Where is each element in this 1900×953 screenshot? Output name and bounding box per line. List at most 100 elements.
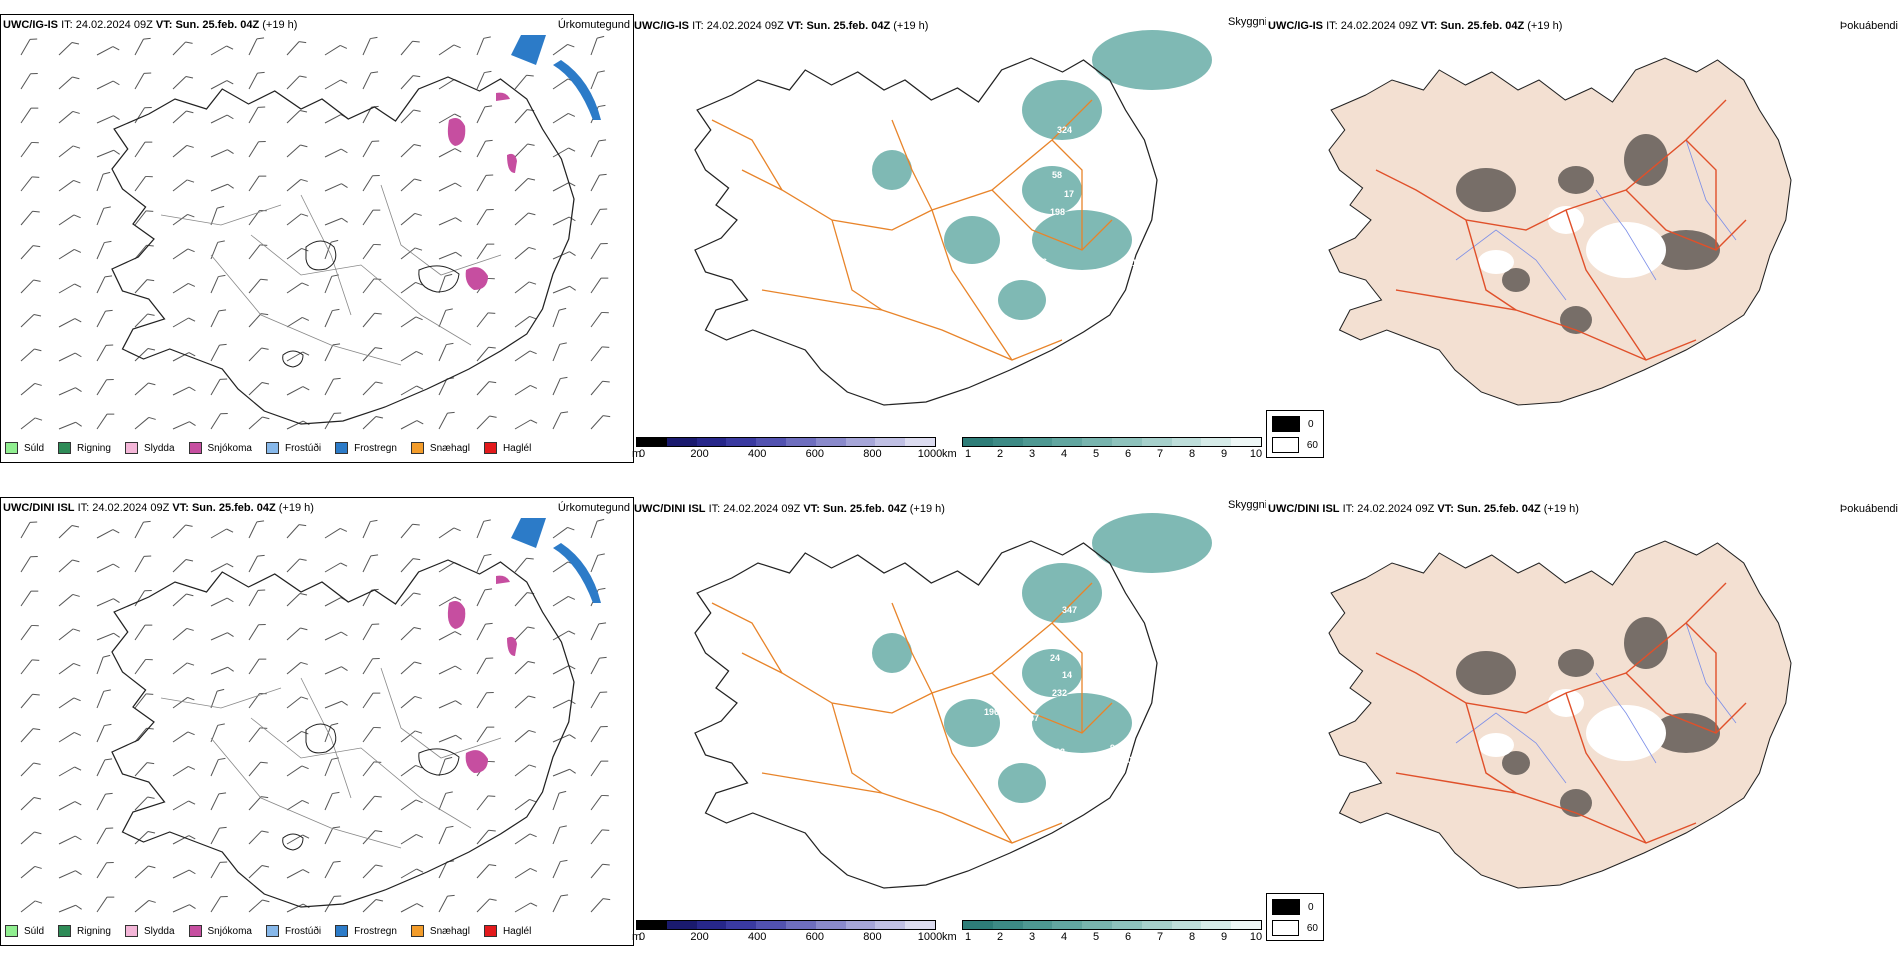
- wind-barb: [210, 80, 234, 90]
- scale-tick: 4: [1060, 931, 1068, 943]
- wind-barb: [286, 75, 307, 90]
- vt-label: VT:: [803, 503, 820, 515]
- wind-barb: [58, 179, 81, 192]
- scale-tick: 3: [1028, 931, 1036, 943]
- wind-barb: [96, 792, 113, 811]
- glacier-area: [1548, 206, 1584, 234]
- wind-barb: [286, 247, 309, 260]
- wind-barb: [362, 519, 378, 539]
- wind-barb: [438, 273, 453, 294]
- wind-barb: [248, 554, 265, 573]
- scale-swatch: [637, 438, 667, 446]
- wind-barb: [514, 833, 537, 845]
- scale-tick: 7: [1156, 931, 1164, 943]
- scale-swatch: [785, 438, 816, 446]
- precip-area: [465, 750, 488, 773]
- wind-barb: [96, 632, 120, 641]
- wind-barb: [438, 665, 462, 675]
- wind-barb: [590, 553, 605, 573]
- wind-barb: [248, 347, 269, 362]
- wind-barb: [476, 692, 494, 709]
- scale-tick: 7: [1156, 448, 1164, 460]
- wind-barb: [552, 285, 576, 294]
- wind-barb: [362, 658, 380, 675]
- wind-barb: [248, 899, 270, 913]
- wind-barb: [248, 313, 269, 328]
- scale-swatch: [992, 438, 1023, 446]
- scale-tick: 4: [1060, 448, 1068, 460]
- wind-barb: [362, 140, 380, 158]
- river-network: [1455, 622, 1737, 784]
- wind-barb: [476, 381, 497, 396]
- wind-barb: [438, 308, 453, 328]
- wind-barb: [20, 521, 38, 539]
- precip-type-panel: UWC/DINI ISL IT: 24.02.2024 09Z VT: Sun.…: [0, 497, 634, 946]
- precip-area: [511, 35, 546, 65]
- wind-barb: [400, 799, 423, 811]
- wind-barb: [362, 761, 382, 777]
- wind-barb: [400, 178, 422, 192]
- wind-barb: [362, 416, 384, 430]
- wind-barb: [476, 105, 493, 124]
- wind-barb: [590, 243, 608, 260]
- precip-legend-item: Frostregn: [335, 925, 397, 937]
- wind-barb: [476, 174, 494, 192]
- fog-legend-item: 60: [1272, 437, 1318, 453]
- it-label: IT:: [708, 503, 721, 515]
- run-name: UWC/IG-IS: [3, 19, 58, 31]
- glacier-outlines: [282, 723, 460, 851]
- wind-barb: [590, 139, 607, 158]
- fog-legend-item: 0: [1272, 416, 1318, 432]
- wind-barb: [324, 217, 348, 226]
- scale-swatch: [1082, 921, 1112, 929]
- wind-barb: [20, 659, 40, 675]
- wind-barb: [400, 247, 423, 260]
- road-network: [160, 667, 502, 849]
- wind-barb: [248, 141, 266, 158]
- wind-barb: [552, 43, 575, 56]
- wind-barb: [58, 525, 80, 539]
- legend-swatch: [188, 442, 202, 454]
- wind-barb: [58, 387, 82, 396]
- wind-barb: [476, 519, 491, 539]
- wind-barb: [210, 563, 234, 573]
- wind-barb: [210, 792, 227, 811]
- scale-tick: 2: [996, 931, 1004, 943]
- legend-swatch: [58, 925, 72, 937]
- wind-barb: [20, 245, 41, 260]
- visibility-value: 208: [997, 250, 1012, 260]
- panel-header: UWC/IG-IS IT: 24.02.2024 09Z VT: Sun. 25…: [3, 19, 297, 31]
- wind-barb: [590, 518, 605, 539]
- wind-barb: [134, 279, 155, 294]
- wind-barb: [362, 36, 378, 56]
- precip-legend-item: Súld: [5, 925, 44, 937]
- wind-barb: [248, 520, 265, 539]
- visibility-area: [998, 763, 1046, 803]
- visibility-panel: UWC/IG-IS IT: 24.02.2024 09Z VT: Sun. 25…: [632, 0, 1266, 470]
- wind-barb: [286, 593, 308, 607]
- wind-barb: [514, 592, 535, 607]
- wind-barb: [172, 248, 195, 260]
- wind-barb: [476, 36, 491, 56]
- wind-barb: [58, 42, 80, 56]
- scale-swatch: [756, 438, 786, 446]
- scale-tick: 1: [964, 931, 972, 943]
- forecast-row: UWC/IG-IS IT: 24.02.2024 09Z VT: Sun. 25…: [0, 0, 1900, 470]
- scale-tick: 800: [863, 931, 882, 943]
- glacier-area: [1548, 689, 1584, 717]
- wind-barb: [514, 350, 537, 362]
- it-value: 24.02.2024 09Z: [92, 502, 170, 514]
- wind-barb: [20, 624, 39, 641]
- wind-barb: [324, 308, 340, 328]
- river-network: [1455, 139, 1737, 301]
- legend-label: Snjókoma: [207, 925, 252, 937]
- wind-barb: [172, 144, 194, 158]
- wind-barb: [134, 590, 152, 607]
- wind-barbs: [20, 518, 611, 913]
- wind-barb: [400, 316, 423, 328]
- legend-label: Haglél: [502, 442, 532, 454]
- wind-barb: [58, 904, 82, 913]
- wind-barb: [590, 208, 608, 226]
- scale-swatch: [1231, 438, 1261, 446]
